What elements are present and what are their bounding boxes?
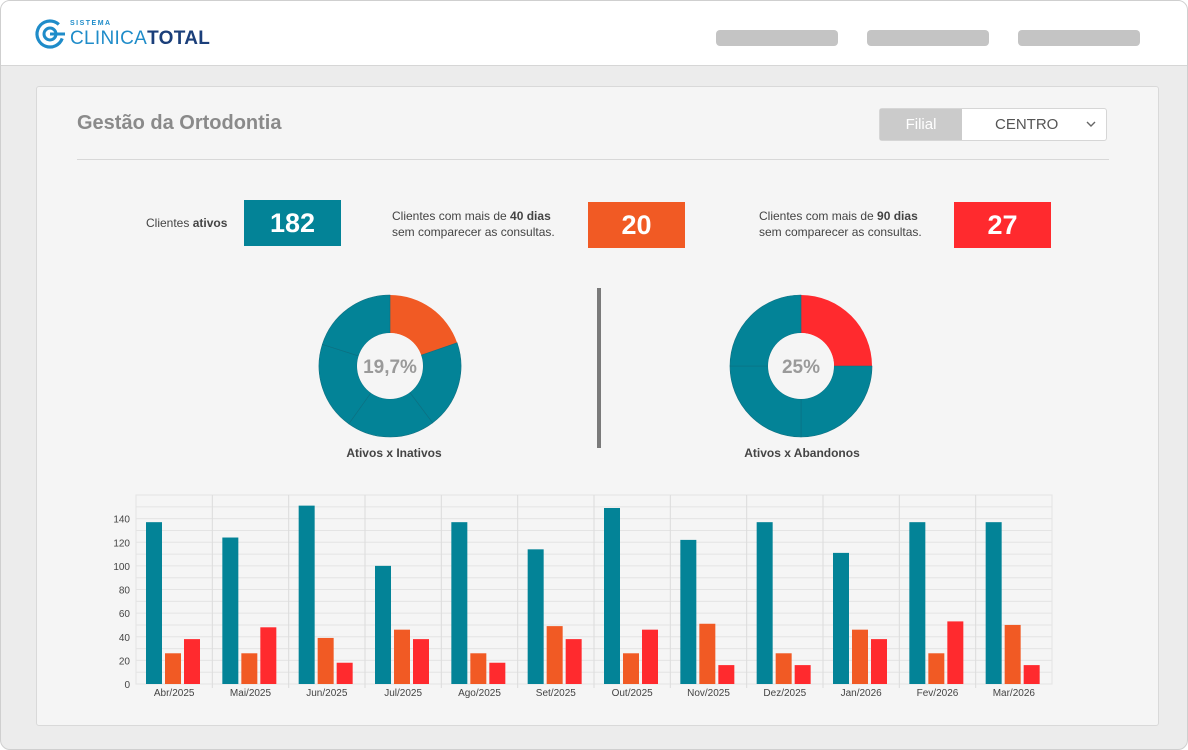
logo[interactable]: SISTEMA CLINICATOTAL [34, 17, 234, 53]
x-tick-label: Ago/2025 [458, 688, 501, 699]
x-tick-label: Abr/2025 [154, 688, 195, 699]
bar [947, 621, 964, 684]
y-tick-label: 140 [113, 515, 130, 526]
donut-highlight-slice [390, 295, 458, 356]
bar [451, 522, 468, 684]
bar [985, 522, 1002, 684]
monthly-bar-chart: 0 20 40 60 80 100 120 140 Abr/2025 Mai/2025 Jun/20… [113, 494, 1053, 699]
bar [489, 662, 506, 684]
bar [775, 653, 792, 684]
bar [565, 639, 582, 684]
x-tick-label: Out/2025 [612, 688, 654, 699]
nav-placeholder-1[interactable] [716, 30, 838, 46]
branch-filter[interactable]: Filial CENTRO [879, 108, 1107, 141]
bar [298, 505, 315, 684]
bar [623, 653, 639, 684]
active-clients-label: Clientes ativos [146, 216, 228, 230]
bar [604, 507, 620, 684]
bar [833, 552, 849, 684]
y-tick-label: 0 [124, 680, 130, 691]
bar [794, 665, 811, 684]
top-bar: SISTEMA CLINICATOTAL [1, 1, 1187, 66]
clients-90-days-value: 27 [954, 202, 1051, 248]
header-divider [77, 159, 1109, 160]
page-title: Gestão da Ortodontia [77, 112, 282, 134]
donut-active-inactive-label: Ativos x Inativos [346, 446, 442, 460]
x-tick-label: Set/2025 [536, 688, 576, 699]
x-tick-label: Jul/2025 [384, 688, 422, 699]
branch-select-value: CENTRO [995, 116, 1059, 133]
y-tick-label: 20 [119, 656, 131, 667]
nav-placeholder-2[interactable] [867, 30, 989, 46]
bar [1004, 624, 1021, 684]
bar [718, 665, 735, 684]
logo-small-text: SISTEMA [70, 20, 112, 27]
clients-40-days-value: 20 [588, 202, 685, 248]
x-tick-label: Dez/2025 [763, 688, 806, 699]
bar [165, 653, 181, 684]
chevron-down-icon [1086, 121, 1096, 127]
bar [413, 639, 429, 684]
bar [260, 627, 277, 684]
donut-active-abandons: 25% [729, 294, 873, 438]
bar [1023, 665, 1040, 684]
bar [470, 653, 487, 684]
branch-select[interactable]: CENTRO [962, 109, 1106, 140]
bar [756, 522, 773, 684]
bar [699, 623, 716, 684]
logo-text: CLINICATOTAL [70, 28, 211, 49]
filter-label: Filial [880, 109, 962, 140]
main-panel: Gestão da Ortodontia Filial CENTRO Clien… [36, 86, 1159, 726]
clients-90-days-label: Clientes com mais de 90 dias sem comparec… [759, 209, 922, 239]
bar [871, 639, 887, 684]
donut-highlight-slice [801, 295, 872, 366]
x-tick-label: Mai/2025 [230, 688, 272, 699]
bar [527, 549, 544, 684]
bar [184, 639, 200, 684]
donut-active-abandons-label: Ativos x Abandonos [744, 446, 860, 460]
y-tick-label: 60 [119, 609, 131, 620]
bar [852, 629, 868, 684]
bar [222, 537, 239, 684]
bar [928, 653, 945, 684]
donut-center-value: 25% [782, 357, 820, 378]
donut-active-inactive: 19,7% [318, 294, 462, 438]
bar [241, 653, 258, 684]
bar [394, 629, 410, 684]
y-tick-label: 120 [113, 538, 130, 549]
x-tick-label: Jan/2026 [841, 688, 883, 699]
y-tick-label: 40 [119, 633, 131, 644]
bar [909, 522, 926, 684]
donut-center-value: 19,7% [363, 357, 417, 378]
active-clients-value: 182 [244, 200, 341, 246]
bar [680, 539, 697, 684]
x-tick-label: Jun/2025 [306, 688, 348, 699]
bar [146, 522, 162, 684]
bar [336, 662, 353, 684]
nav-placeholder-3[interactable] [1018, 30, 1140, 46]
bar [317, 637, 334, 684]
bar [375, 565, 391, 684]
donut-separator [597, 288, 601, 448]
y-tick-label: 100 [113, 562, 130, 573]
bar [546, 626, 563, 684]
clients-40-days-label: Clientes com mais de 40 dias sem comparec… [392, 209, 555, 239]
y-tick-label: 80 [119, 586, 131, 597]
x-tick-label: Fev/2026 [917, 688, 959, 699]
logo-mark-icon [35, 19, 65, 49]
bar [642, 629, 658, 684]
x-tick-label: Mar/2026 [993, 688, 1036, 699]
x-tick-label: Nov/2025 [687, 688, 730, 699]
